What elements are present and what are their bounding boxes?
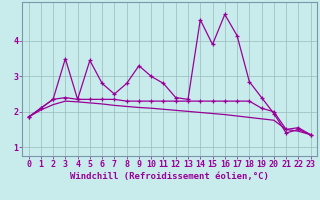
X-axis label: Windchill (Refroidissement éolien,°C): Windchill (Refroidissement éolien,°C) — [70, 172, 269, 181]
